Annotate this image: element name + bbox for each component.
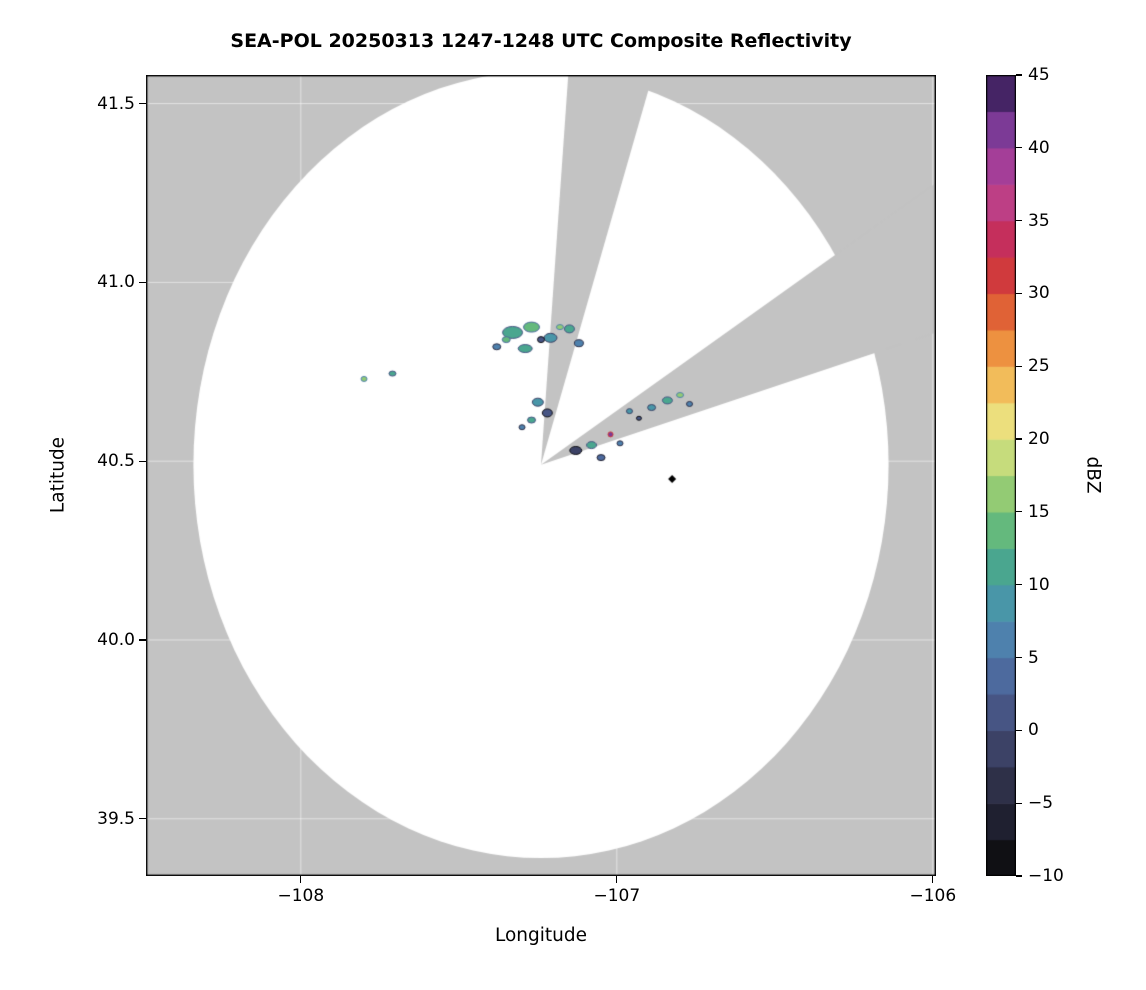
y-tick-mark — [139, 281, 146, 283]
x-tick-label: −107 — [593, 886, 641, 906]
colorbar-tick-label: −5 — [1028, 793, 1054, 814]
colorbar-tick-mark — [1016, 729, 1022, 731]
y-tick-mark — [139, 103, 146, 105]
colorbar-tick-label: 0 — [1028, 720, 1039, 741]
x-tick-mark — [932, 876, 934, 883]
y-tick-mark — [139, 460, 146, 462]
colorbar-tick-label: 40 — [1028, 137, 1050, 158]
colorbar-tick-mark — [1016, 147, 1022, 149]
y-tick-label: 40.5 — [97, 451, 135, 472]
x-tick-mark — [616, 876, 618, 883]
y-axis-label: Latitude — [47, 436, 69, 514]
x-tick-label: −108 — [277, 886, 325, 906]
x-axis-label: Longitude — [494, 925, 587, 946]
colorbar-tick-mark — [1016, 511, 1022, 513]
chart-title: SEA-POL 20250313 1247-1248 UTC Composite… — [230, 30, 852, 52]
colorbar-tick-mark — [1016, 875, 1022, 877]
colorbar-tick-label: 15 — [1028, 501, 1050, 522]
colorbar-tick-label: 25 — [1028, 356, 1050, 377]
colorbar-tick-mark — [1016, 438, 1022, 440]
colorbar-tick-mark — [1016, 74, 1022, 76]
colorbar-tick-mark — [1016, 802, 1022, 804]
colorbar-tick-label: 10 — [1028, 574, 1050, 595]
y-tick-label: 41.5 — [97, 93, 135, 114]
colorbar-tick-mark — [1016, 584, 1022, 586]
colorbar-tick-mark — [1016, 292, 1022, 295]
colorbar-tick-label: 5 — [1028, 647, 1039, 668]
colorbar-label: dBZ — [1082, 456, 1104, 494]
colorbar-tick-mark — [1016, 656, 1022, 659]
colorbar — [986, 75, 1016, 876]
y-tick-mark — [139, 639, 146, 641]
x-tick-label: −106 — [909, 886, 957, 906]
y-tick-label: 41.0 — [97, 272, 135, 293]
y-tick-label: 39.5 — [97, 808, 135, 829]
colorbar-tick-label: 30 — [1028, 283, 1050, 304]
colorbar-tick-label: 20 — [1028, 429, 1050, 450]
colorbar-tick-mark — [1016, 365, 1022, 367]
radar-plot-canvas — [146, 75, 936, 876]
y-tick-mark — [139, 818, 146, 820]
x-tick-mark — [300, 876, 302, 883]
colorbar-tick-label: 45 — [1028, 65, 1050, 85]
y-tick-label: 40.0 — [97, 629, 135, 650]
colorbar-tick-label: −10 — [1028, 866, 1064, 886]
colorbar-tick-label: 35 — [1028, 210, 1050, 231]
colorbar-tick-mark — [1016, 220, 1022, 222]
